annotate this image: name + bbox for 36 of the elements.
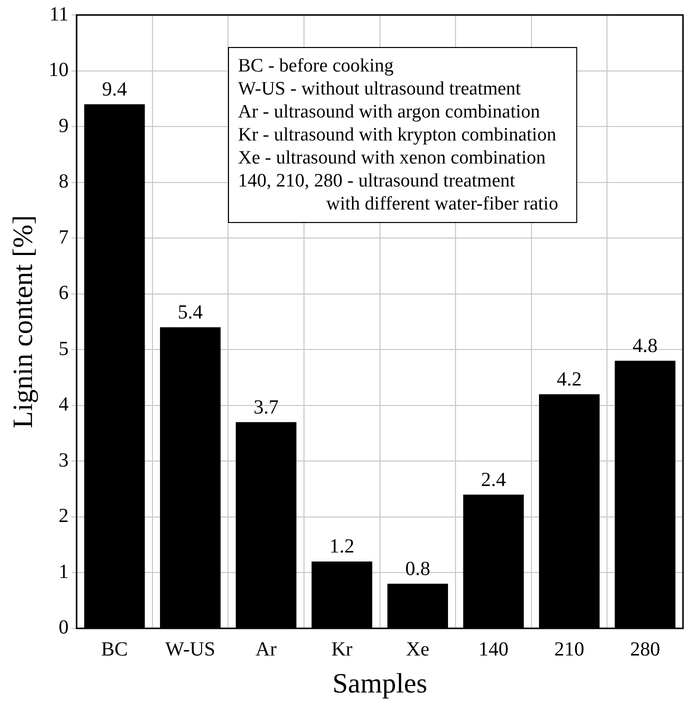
data-label: 4.8 [632,334,658,357]
y-tick-label: 7 [58,226,69,248]
y-tick-label: 5 [58,338,69,360]
y-axis-title: Lignin content [%] [8,215,40,428]
x-axis-title: Samples [332,668,428,700]
data-label: 2.4 [481,468,506,491]
x-tick-label: BC [101,638,128,661]
y-tick-label: 2 [58,505,69,528]
annotation: Xe - ultrasound with xenon combination [238,147,546,168]
y-tick-label: 6 [58,282,69,304]
y-tick-label: 10 [48,59,69,82]
data-label: 4.2 [556,368,582,390]
x-tick-label: 210 [554,638,584,661]
x-tick-label: 280 [630,638,660,661]
data-label: 0.8 [405,558,430,580]
x-tick-label: W-US [165,638,216,661]
y-tick-label: 1 [58,560,69,583]
y-tick-label: 11 [49,3,69,26]
data-label: 5.4 [178,302,203,324]
annotation: Ar - ultrasound with argon combination [238,101,541,122]
annotation: 140, 210, 280 - ultrasound treatment with different water-fiber ratio [238,170,558,214]
annotation: W-US - without ultrasound treatment [238,78,522,100]
data-label: 3.7 [254,396,279,418]
y-tick-label: 3 [58,449,69,472]
x-tick-label: Kr [331,638,353,661]
x-tick-label: 140 [478,638,508,661]
data-label: 9.4 [102,78,127,100]
x-tick-label: Ar [256,638,277,661]
annotation: BC - before cooking [238,55,394,76]
data-label: 1.2 [329,536,354,558]
x-tick-label: Xe [406,638,430,661]
y-tick-label: 0 [58,616,69,639]
y-tick-label: 8 [58,170,69,193]
y-tick-label: 9 [58,114,69,137]
annotation: Kr - ultrasound with krypton combination [238,124,557,146]
y-tick-label: 4 [58,394,69,416]
